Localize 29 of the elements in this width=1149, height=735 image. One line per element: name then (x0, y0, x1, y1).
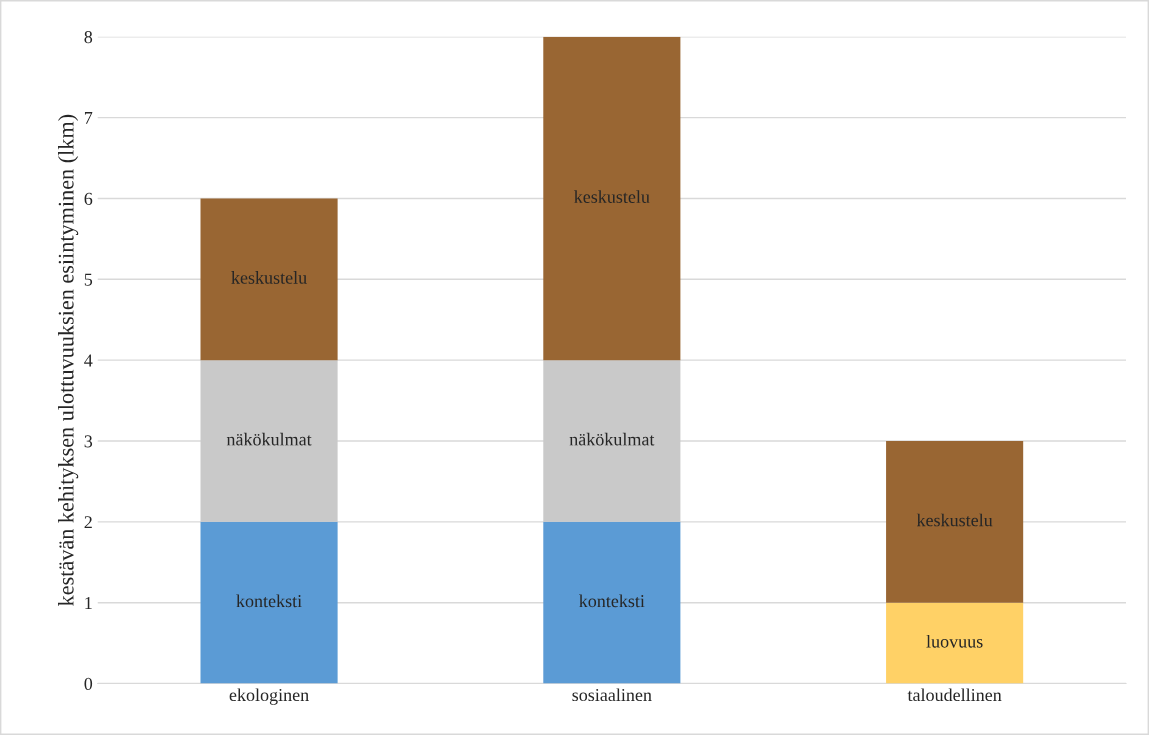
y-tick-label: 6 (84, 192, 93, 205)
bar (200, 198, 338, 361)
x-tick-label: sosiaalinen (572, 688, 652, 702)
x-tick-label: taloudellinen (907, 688, 1002, 702)
y-tick-label: 3 (84, 435, 93, 448)
bar (543, 521, 681, 684)
y-tick-label: 2 (84, 516, 92, 529)
bar (200, 360, 338, 522)
series-label: näkökulmat (569, 432, 655, 446)
y-tick-label: 8 (84, 31, 93, 44)
text: näkökulmat (226, 432, 312, 446)
bar (543, 36, 681, 361)
y-tick-label: 0 (84, 677, 93, 690)
series-label: keskustelu (231, 271, 307, 284)
text: keskustelu (574, 190, 650, 203)
y-tick-label: 7 (84, 112, 93, 124)
bar (543, 360, 681, 522)
x-tick-label: ekologinen (229, 688, 309, 705)
bar (886, 602, 1024, 684)
y-tick-label: 4 (84, 354, 93, 367)
y-axis-title: kestävän kehityksen ulottuvuuksien esiintyminen (lkm) (58, 114, 79, 606)
series-label: luovuus (926, 634, 983, 648)
text: keskustelu (916, 513, 993, 527)
text: konteksti (236, 594, 302, 608)
bar (200, 521, 338, 684)
y-tick-label: 1 (85, 597, 92, 609)
series-label: konteksti (579, 594, 645, 608)
y-tick-label: 5 (84, 273, 93, 286)
bar (886, 441, 1024, 603)
